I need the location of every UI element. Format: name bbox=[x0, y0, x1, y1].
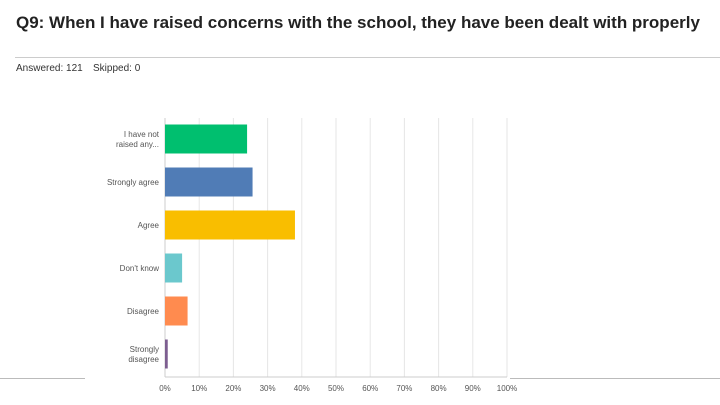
x-tick-label: 90% bbox=[465, 384, 481, 393]
category-label: Strongly disagree bbox=[128, 345, 159, 364]
x-tick-label: 10% bbox=[191, 384, 207, 393]
bar bbox=[165, 167, 253, 197]
footer-line-left bbox=[0, 378, 85, 379]
bar bbox=[165, 253, 183, 283]
question-title: Q9: When I have raised concerns with the… bbox=[16, 13, 700, 32]
footer-line-right bbox=[510, 378, 720, 379]
bar bbox=[165, 124, 248, 154]
category-label: I have not raised any... bbox=[116, 130, 160, 149]
skipped-count: Skipped: 0 bbox=[93, 63, 141, 74]
x-tick-label: 20% bbox=[225, 384, 241, 393]
divider bbox=[15, 57, 720, 58]
x-tick-label: 80% bbox=[431, 384, 447, 393]
x-tick-label: 100% bbox=[497, 384, 517, 393]
bar bbox=[165, 210, 295, 240]
x-tick-label: 40% bbox=[294, 384, 310, 393]
bar bbox=[165, 339, 168, 369]
x-tick-label: 60% bbox=[362, 384, 378, 393]
answered-count: Answered: 121 bbox=[16, 63, 83, 74]
category-label: Strongly agree bbox=[107, 178, 160, 187]
bar bbox=[165, 296, 188, 326]
category-label: Agree bbox=[138, 221, 160, 230]
category-label: Don't know bbox=[120, 264, 160, 273]
x-tick-label: 0% bbox=[159, 384, 171, 393]
x-tick-label: 30% bbox=[260, 384, 276, 393]
category-label: Disagree bbox=[127, 307, 160, 316]
x-tick-label: 50% bbox=[328, 384, 344, 393]
x-tick-label: 70% bbox=[396, 384, 412, 393]
